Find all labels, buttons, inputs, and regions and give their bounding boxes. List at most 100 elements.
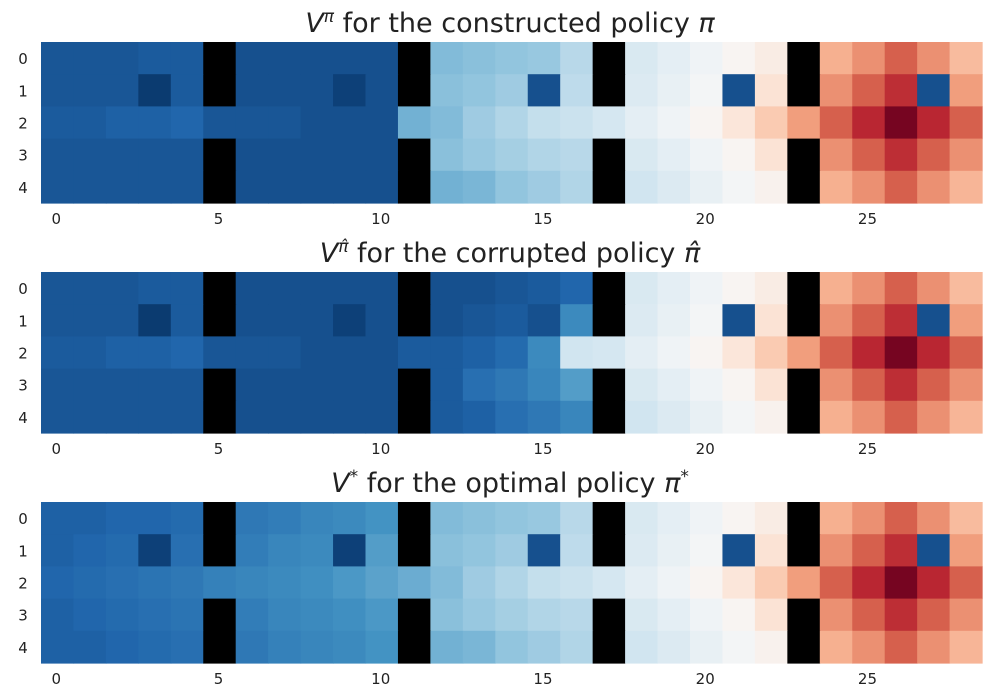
y-tick-label: 0 <box>18 50 28 68</box>
wall-cell <box>203 138 237 172</box>
heatmap-cell <box>138 170 172 204</box>
x-tick-label: 15 <box>533 210 552 228</box>
heatmap-cell <box>657 336 691 370</box>
heatmap-cell <box>495 630 529 664</box>
heatmap-cell <box>625 42 659 75</box>
heatmap-cell <box>657 502 691 535</box>
heatmap-cell <box>625 502 659 535</box>
heatmap-cell <box>235 170 269 204</box>
heatmap-cell <box>365 502 399 535</box>
heatmap-cell <box>625 566 659 600</box>
heatmap-cell <box>300 304 334 337</box>
heatmap-cell <box>268 106 302 140</box>
heatmap-cell <box>138 630 172 664</box>
heatmap-cell <box>819 400 853 434</box>
heatmap-cell <box>235 272 269 305</box>
wall-cell <box>787 304 821 337</box>
heatmap-cell <box>852 106 886 140</box>
wall-cell <box>592 598 626 632</box>
heatmap-cell <box>138 534 172 567</box>
heatmap-cell <box>917 598 951 632</box>
heatmap-cell <box>917 534 951 567</box>
heatmap-cell <box>333 630 367 664</box>
x-tick-label: 20 <box>696 440 715 458</box>
heatmap-cell <box>73 566 107 600</box>
heatmap-cell <box>170 368 204 402</box>
heatmap-cell <box>41 170 75 204</box>
heatmap-cell <box>949 502 983 535</box>
heatmap-cell <box>917 400 951 434</box>
wall-cell <box>397 368 431 402</box>
heatmap-cell <box>917 42 951 75</box>
heatmap-cell <box>787 566 821 600</box>
heatmap-cell <box>527 42 561 75</box>
heatmap-cell <box>657 304 691 337</box>
wall-cell <box>787 74 821 107</box>
heatmap-cell <box>495 598 529 632</box>
heatmap-cell <box>527 272 561 305</box>
heatmap-cell <box>138 566 172 600</box>
heatmap-cell <box>333 74 367 107</box>
heatmap-cell <box>495 304 529 337</box>
heatmap-cell <box>203 566 237 600</box>
wall-cell <box>592 400 626 434</box>
wall-cell <box>203 304 237 337</box>
heatmap-cell <box>527 74 561 107</box>
heatmap-cell <box>73 74 107 107</box>
heatmap-cell <box>819 304 853 337</box>
heatmap-cell <box>333 368 367 402</box>
heatmap-cell <box>105 502 139 535</box>
heatmap-cell <box>300 272 334 305</box>
heatmap-cell <box>625 598 659 632</box>
y-tick-label: 0 <box>18 510 28 528</box>
heatmap-cell <box>138 74 172 107</box>
wall-cell <box>203 630 237 664</box>
heatmap-cell <box>105 400 139 434</box>
heatmap-cell <box>333 304 367 337</box>
heatmap-cell <box>333 566 367 600</box>
heatmap-cell <box>917 368 951 402</box>
heatmap-cell <box>105 534 139 567</box>
heatmap-cell <box>73 502 107 535</box>
heatmap-cell <box>722 598 756 632</box>
heatmap-cell <box>819 502 853 535</box>
heatmap-cell <box>949 400 983 434</box>
heatmap-cell <box>170 534 204 567</box>
heatmap-cell <box>819 74 853 107</box>
heatmap-cell <box>754 368 788 402</box>
heatmap-cell <box>884 630 918 664</box>
heatmap-cell <box>365 272 399 305</box>
heatmap-cell <box>819 336 853 370</box>
heatmap-cell <box>690 304 724 337</box>
heatmap-cell <box>560 368 594 402</box>
wall-cell <box>592 534 626 567</box>
heatmap-cell <box>949 630 983 664</box>
heatmap-cell <box>462 336 496 370</box>
heatmap-cell <box>41 566 75 600</box>
heatmap-cell <box>138 272 172 305</box>
wall-cell <box>203 534 237 567</box>
heatmap-cell <box>300 534 334 567</box>
heatmap-cell <box>884 106 918 140</box>
heatmap-cell <box>754 304 788 337</box>
heatmap-cell <box>754 74 788 107</box>
heatmap-cell <box>495 534 529 567</box>
y-tick-label: 4 <box>18 639 28 657</box>
heatmap-cell <box>884 272 918 305</box>
heatmap-cell <box>41 534 75 567</box>
wall-cell <box>203 368 237 402</box>
wall-cell <box>397 170 431 204</box>
heatmap-cell <box>884 170 918 204</box>
heatmap-cell <box>41 502 75 535</box>
heatmap-cell <box>560 502 594 535</box>
heatmap-cell <box>430 74 464 107</box>
heatmap-cell <box>235 106 269 140</box>
heatmap-cell <box>884 598 918 632</box>
heatmap-cell <box>235 336 269 370</box>
heatmap-cell <box>527 138 561 172</box>
heatmap-cell <box>884 336 918 370</box>
heatmap-cell <box>268 272 302 305</box>
heatmap-cell <box>105 106 139 140</box>
wall-cell <box>397 400 431 434</box>
heatmap-cell <box>690 368 724 402</box>
